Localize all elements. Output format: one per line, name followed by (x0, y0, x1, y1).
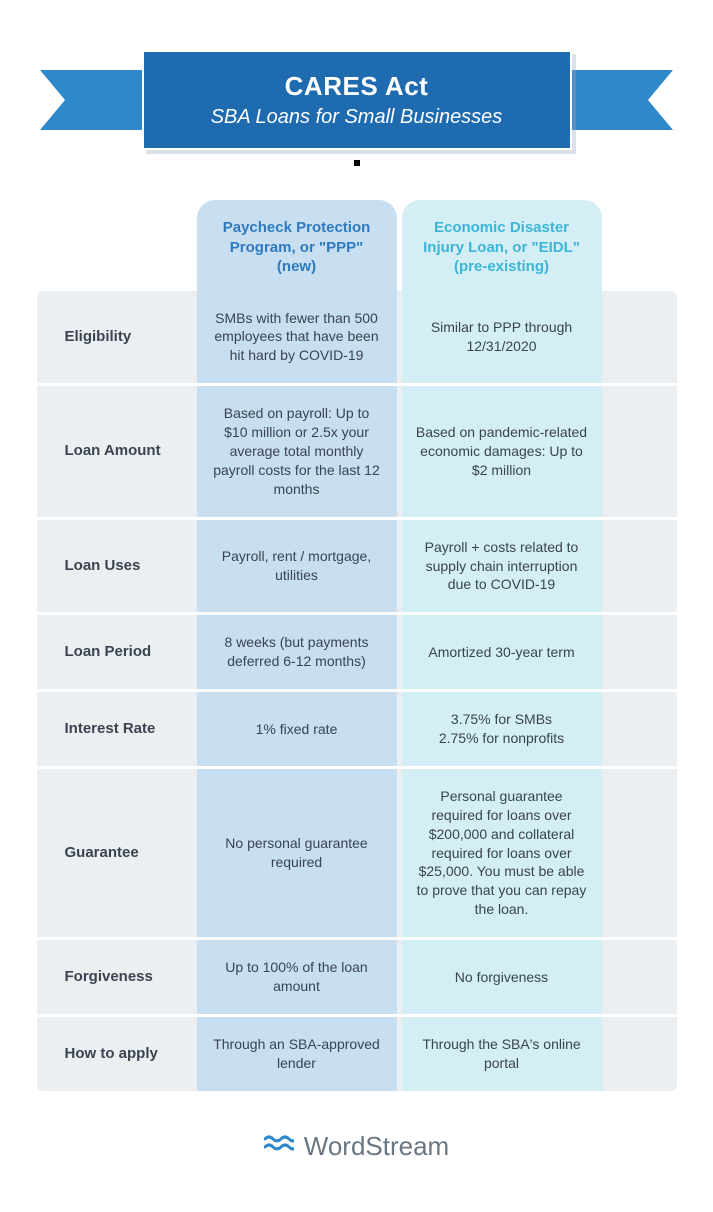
table-row: How to applyThrough an SBA-approved lend… (37, 1017, 677, 1091)
footer: WordStream (0, 1131, 713, 1192)
cell-eidl: No forgiveness (402, 940, 602, 1014)
row-label: Interest Rate (37, 692, 197, 766)
cell-eidl: Based on pandemic-related economic damag… (402, 386, 602, 516)
cell-eidl: Similar to PPP through 12/31/2020 (402, 291, 602, 384)
cell-ppp: Through an SBA-approved lender (197, 1017, 397, 1091)
row-label: Forgiveness (37, 940, 197, 1014)
banner-subtitle: SBA Loans for Small Businesses (211, 106, 503, 129)
column-header-eidl: Economic Disaster Injury Loan, or "EIDL"… (402, 200, 602, 291)
cell-ppp: Up to 100% of the loan amount (197, 940, 397, 1014)
wordstream-logo-icon (264, 1133, 294, 1162)
cell-eidl: Through the SBA's online portal (402, 1017, 602, 1091)
comparison-table: Paycheck Protection Program, or "PPP" (n… (37, 200, 677, 1091)
row-label: Loan Period (37, 615, 197, 689)
column-headers: Paycheck Protection Program, or "PPP" (n… (197, 200, 677, 291)
cell-eidl: Amortized 30-year term (402, 615, 602, 689)
cell-eidl: 3.75% for SMBs2.75% for nonprofits (402, 692, 602, 766)
cell-eidl: Payroll + costs related to supply chain … (402, 520, 602, 613)
table-row: Loan AmountBased on payroll: Up to $10 m… (37, 386, 677, 519)
table-row: EligibilitySMBs with fewer than 500 empl… (37, 291, 677, 387)
row-label: Eligibility (37, 291, 197, 384)
cell-ppp: 1% fixed rate (197, 692, 397, 766)
table-row: ForgivenessUp to 100% of the loan amount… (37, 940, 677, 1017)
table-row: Loan Period8 weeks (but payments deferre… (37, 615, 677, 692)
banner-title: CARES Act (285, 71, 429, 102)
table-row: Loan UsesPayroll, rent / mortgage, utili… (37, 520, 677, 616)
cell-ppp: Payroll, rent / mortgage, utilities (197, 520, 397, 613)
cell-ppp: SMBs with fewer than 500 employees that … (197, 291, 397, 384)
row-label: How to apply (37, 1017, 197, 1091)
row-label: Loan Uses (37, 520, 197, 613)
cell-ppp: Based on payroll: Up to $10 million or 2… (197, 386, 397, 516)
table-row: GuaranteeNo personal guarantee requiredP… (37, 769, 677, 940)
row-label: Guarantee (37, 769, 197, 937)
infographic: CARES Act SBA Loans for Small Businesses… (0, 0, 713, 1192)
title-banner: CARES Act SBA Loans for Small Businesses (0, 20, 713, 170)
cell-eidl: Personal guarantee required for loans ov… (402, 769, 602, 937)
cell-ppp: No personal guarantee required (197, 769, 397, 937)
table-row: Interest Rate1% fixed rate3.75% for SMBs… (37, 692, 677, 769)
table-body: EligibilitySMBs with fewer than 500 empl… (37, 291, 677, 1091)
row-label: Loan Amount (37, 386, 197, 516)
banner-center: CARES Act SBA Loans for Small Businesses (142, 50, 572, 150)
wordstream-logo-text: WordStream (304, 1131, 449, 1162)
cell-ppp: 8 weeks (but payments deferred 6-12 mont… (197, 615, 397, 689)
column-header-ppp: Paycheck Protection Program, or "PPP" (n… (197, 200, 397, 291)
